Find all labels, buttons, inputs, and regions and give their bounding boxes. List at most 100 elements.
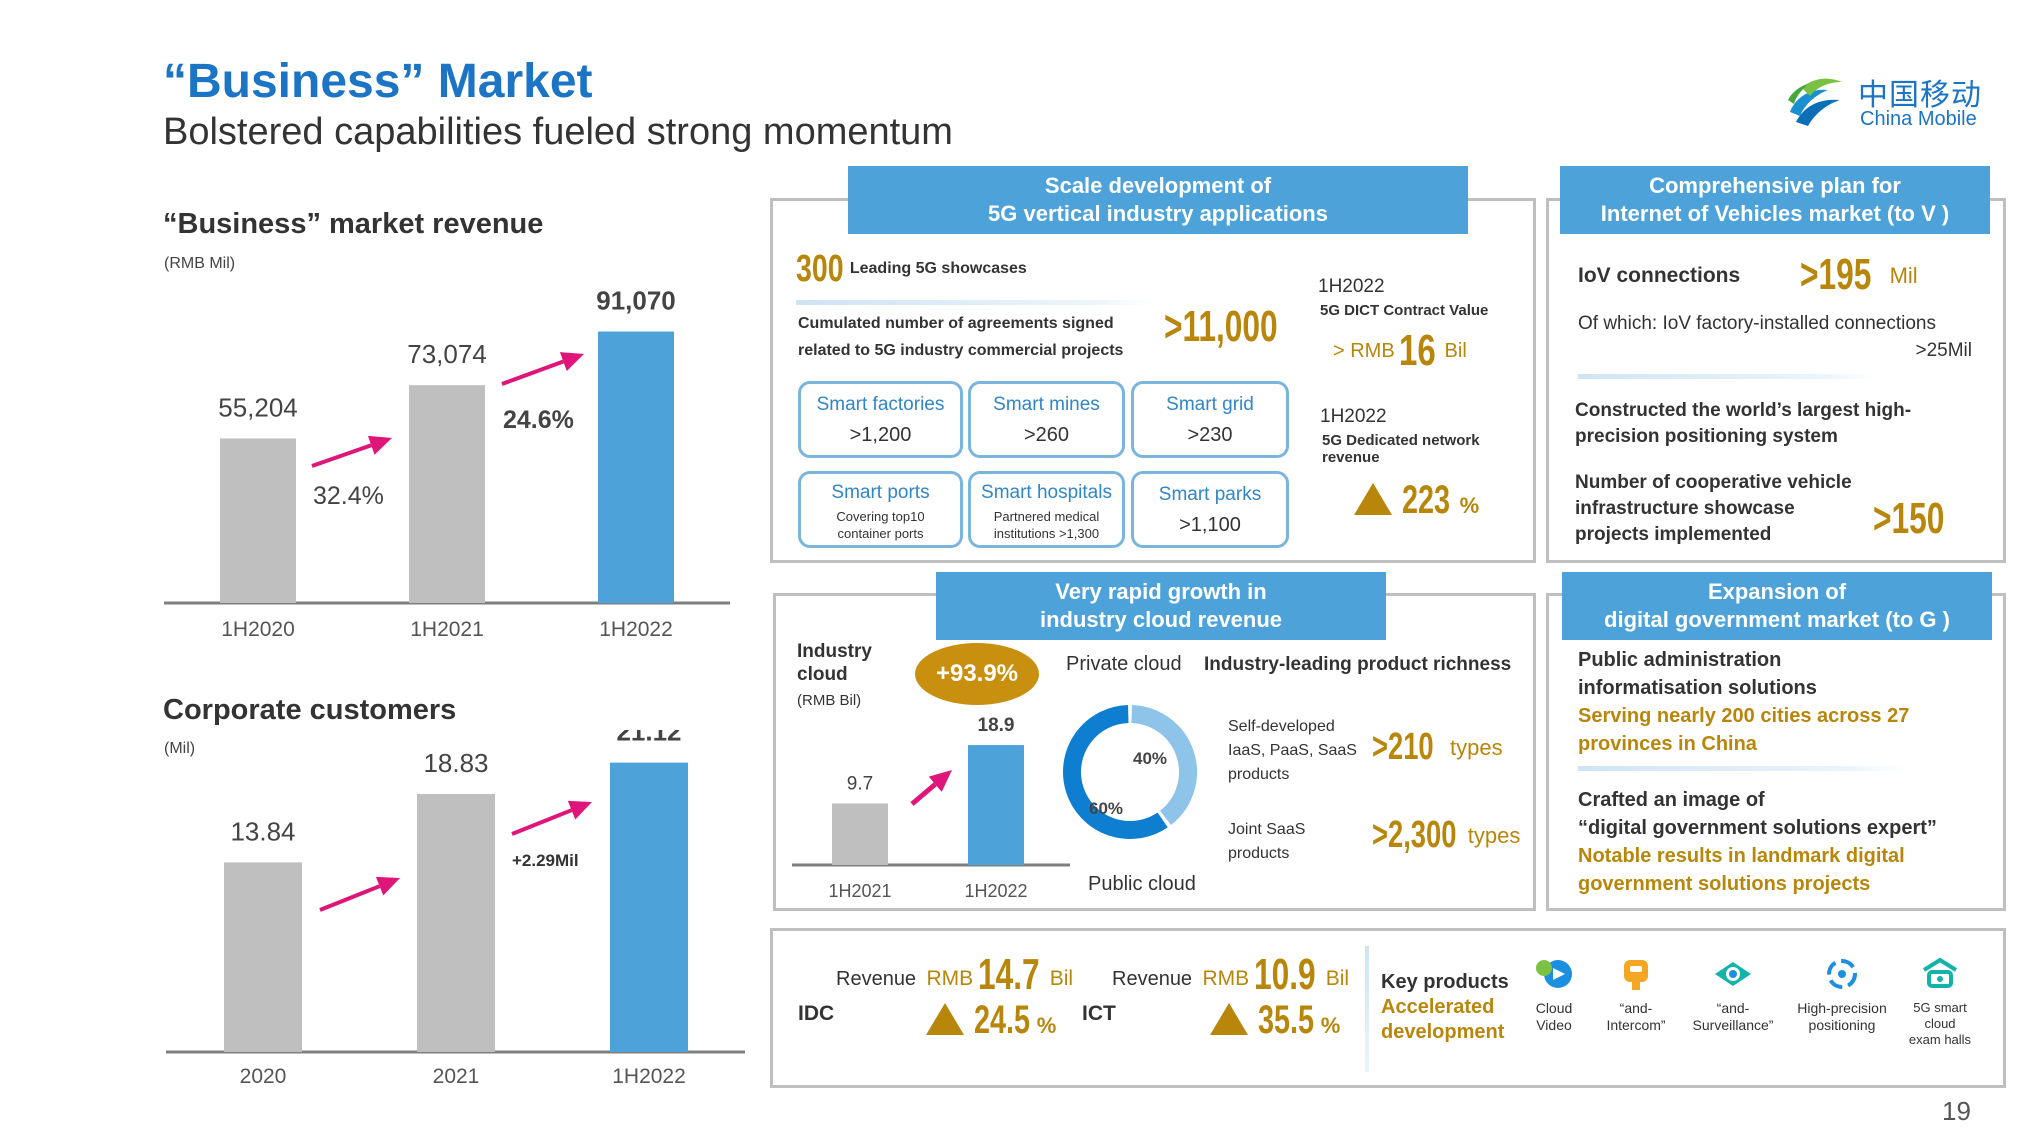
cloud-tick-label: 1H2021 [828,881,891,901]
pill-smart-mines: Smart mines >260 [968,381,1125,458]
idc-revenue-value: 14.7 [977,950,1040,999]
customers-tick-label: 2021 [433,1065,480,1088]
customers-chart-unit: (Mil) [164,740,196,757]
product-exam-halls-line1: 5G smart [1913,1000,1967,1015]
customers-tick-label: 1H2022 [612,1065,686,1088]
showcases-divider [796,300,1156,305]
ict-up-triangle-icon [1210,1003,1248,1035]
revenue-bar-1H2021 [409,385,485,603]
tab-iov-line2: Internet of Vehicles market (to V ) [1600,201,1950,226]
pill-smart-ports-title: Smart ports [831,482,930,503]
idc-revenue-prefix: RMB [926,967,974,990]
product-cloud-video-line2: Video [1536,1017,1572,1033]
iov-conn-value-row: >195 Mil [1800,250,1918,300]
dict-prefix: > RMB [1333,340,1395,362]
pill-smart-grid-title: Smart grid [1166,394,1254,415]
pill-smart-factories-title: Smart factories [816,394,945,415]
product-exam-halls-line3: exam halls [1908,1032,1972,1047]
pill-smart-factories-value: >1,200 [849,424,912,446]
gov-admin-line1: Public administration [1578,649,1782,671]
dict-period: 1H2022 [1318,276,1385,297]
ict-revenue-unit: Bil [1325,967,1350,990]
joint-line1: Joint SaaS [1228,821,1306,838]
positioning-icon [1827,959,1857,989]
idc-growth-row: 24.5 % [926,998,1056,1043]
tab-gov-line2: digital government market (to G ) [1604,607,1950,632]
ded-label: 5G Dedicated network revenue [1322,432,1480,466]
pill-smart-hospitals-sub1: Partnered medical [993,509,1100,524]
revenue-growth-label-1: 32.4% [313,482,384,510]
self-line2: IaaS, PaaS, SaaS [1228,742,1357,759]
iov-conn-unit: Mil [1889,263,1918,288]
revenue-tick-label: 1H2021 [410,618,484,641]
dict-value-row: > RMB 16 Bil [1333,326,1467,376]
dict-label: 5G DICT Contract Value [1320,302,1489,319]
ict-revenue-label: Revenue [1112,968,1193,990]
product-surveillance-line1: “and- [1716,1000,1750,1016]
page-title: “Business” Market [163,55,593,108]
customers-value-label: 21.12 [616,730,681,747]
tab-cloud-line1: Very rapid growth in [1055,579,1267,604]
iov-coop-line3: projects implemented [1575,524,1772,545]
product-cloud-video-line1: Cloud [1535,1000,1573,1016]
revenue-growth-arrow-1-head [367,435,392,455]
china-mobile-logo: 中国移动 China Mobile [1782,68,2012,138]
customers-tick-label: 2020 [240,1065,287,1088]
customers-growth-label: +2.29Mil [512,851,579,870]
ict-revenue-prefix: RMB [1202,967,1250,990]
tab-5g-line2: 5G vertical industry applications [988,201,1328,226]
iov-conn-label: IoV connections [1578,264,1741,287]
revenue-chart-unit: (RMB Mil) [164,255,236,272]
tab-cloud-line2: industry cloud revenue [1039,607,1283,632]
panel-idc-ict [770,928,2006,1088]
showcases-label: Leading 5G showcases [849,260,1027,277]
product-positioning-line2: positioning [1808,1017,1876,1033]
revenue-chart-title: “Business” market revenue [163,208,544,240]
self-value: >210 [1372,726,1434,768]
self-line3: products [1228,766,1290,783]
pill-smart-hospitals-title: Smart hospitals [981,482,1112,503]
customers-value-label: 13.84 [230,816,295,846]
intercom-icon [1624,960,1648,990]
revenue-value-label: 91,070 [596,290,676,316]
product-exam-halls-line2: cloud [1924,1016,1956,1031]
iov-conn-value: >195 [1800,250,1872,299]
revenue-value-label: 73,074 [407,339,487,369]
panel-industry-cloud [773,593,1536,911]
revenue-growth-arrow-2 [501,359,565,386]
product-intercom: “and- Intercom” [1600,954,1672,1034]
cloud-chart-title-line2: cloud [797,664,848,685]
donut-label-public: 60% [1089,799,1123,818]
pill-smart-factories: Smart factories >1,200 [798,381,963,458]
gov-results-line1: Notable results in landmark digital [1578,845,1905,867]
tab-industry-cloud: Very rapid growth in industry cloud reve… [936,572,1386,640]
customers-growth-arrow-2 [511,808,573,836]
cloud-chart-unit: (RMB Bil) [797,692,862,709]
ict-growth-pct: % [1320,1013,1341,1038]
dict-unit: Bil [1444,340,1467,362]
gov-results-line2: government solutions projects [1578,873,1871,895]
public-cloud-label: Public cloud [1088,873,1196,895]
customers-growth-arrow-2-head [567,800,592,820]
iov-factory-text: Of which: IoV factory-installed connecti… [1578,310,1972,364]
pill-smart-ports: Smart ports Covering top10 container por… [798,471,963,548]
panel-digital-gov [1546,593,2006,911]
product-intercom-line2: Intercom” [1606,1017,1666,1033]
ict-revenue-row: Revenue RMB 10.9 Bil [1112,950,1349,1000]
product-cloud-video: Cloud Video [1520,954,1588,1034]
revenue-bar-1H2022 [598,331,674,603]
logo-cn-text: 中国移动 [1858,78,1982,113]
gov-divider [1578,766,1908,771]
cloud-bar-1H2021 [832,803,888,865]
key-products-divider [1365,946,1369,1072]
logo-en-text: China Mobile [1860,108,1977,130]
self-value-row: >210 types [1372,726,1503,769]
iov-coop-text: Number of cooperative vehicle infrastruc… [1575,470,1852,548]
cloud-video-icon [1536,960,1572,988]
key-products-text: Key products Accelerated development [1381,970,1509,1045]
cloud-growth-value: +93.9% [935,660,1019,687]
gov-image-line1: Crafted an image of [1578,789,1765,811]
pill-smart-parks-value: >1,100 [1179,514,1241,536]
agreements-value-wrap: >11,000 [1164,302,1322,352]
product-positioning-line1: High-precision [1797,1000,1887,1016]
